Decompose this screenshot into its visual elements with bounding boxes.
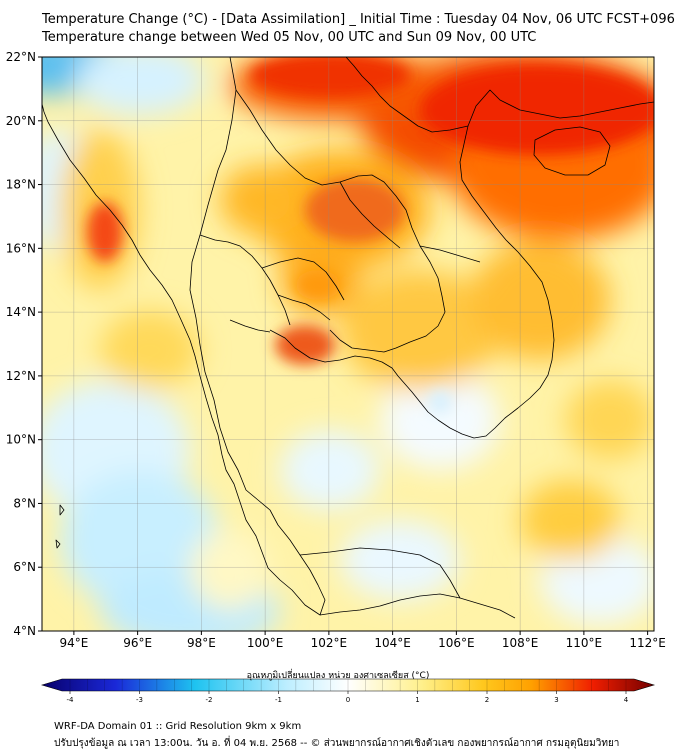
- map-title-line-1: Temperature Change (°C) - [Data Assimila…: [42, 12, 675, 27]
- lon-tick-label: 110°E: [566, 636, 603, 650]
- lat-tick-label: 16°N: [6, 241, 36, 255]
- lat-tick-label: 6°N: [13, 560, 36, 574]
- colorbar-tick-label: 2: [485, 696, 489, 704]
- lon-tick-label: 98°E: [187, 636, 216, 650]
- colorbar-tick-label: -4: [67, 696, 75, 704]
- footer-line-1: WRF-DA Domain 01 :: Grid Resolution 9km …: [54, 721, 302, 732]
- lat-tick-label: 20°N: [6, 114, 36, 128]
- lat-tick-label: 8°N: [13, 496, 36, 510]
- colorbar-label: อุณหภูมิเปลี่ยนแปลง หน่วย องศาเซลเซียส (…: [246, 671, 430, 681]
- colorbar-tick-label: -1: [275, 696, 282, 704]
- temperature-field: [42, 57, 654, 631]
- map-frame: [41, 56, 655, 632]
- lon-tick-label: 106°E: [438, 636, 475, 650]
- lon-tick-label: 112°E: [629, 636, 666, 650]
- lat-tick-label: 22°N: [6, 50, 36, 64]
- coastlines-borders: [42, 57, 654, 619]
- colorbar-tick-label: 0: [346, 696, 350, 704]
- colorbar-ticks: -4 -3 -2 -1 0 1 2 3 4: [67, 679, 629, 704]
- map-axes: 22°N 20°N 18°N 16°N 14°N 12°N 10°N 8°N 6°N 4°N 94°…: [6, 50, 666, 650]
- colorbar: -4 -3 -2 -1 0 1 2 3 4: [40, 678, 656, 704]
- lat-tick-label: 4°N: [13, 624, 36, 638]
- lon-tick-label: 108°E: [502, 636, 539, 650]
- colorbar-tick-label: 4: [624, 696, 629, 704]
- colorbar-tick-label: -3: [136, 696, 143, 704]
- map-title-line-2: Temperature change between Wed 05 Nov, 0…: [42, 30, 537, 45]
- lon-tick-label: 100°E: [247, 636, 284, 650]
- lon-tick-label: 104°E: [374, 636, 411, 650]
- lon-tick-label: 96°E: [123, 636, 152, 650]
- lon-tick-label: 94°E: [59, 636, 88, 650]
- lat-tick-label: 10°N: [6, 433, 36, 447]
- lat-tick-label: 12°N: [6, 369, 36, 383]
- lon-tick-label: 102°E: [311, 636, 348, 650]
- map-gridlines: [42, 56, 654, 632]
- colorbar-tick-label: 3: [554, 696, 558, 704]
- footer-line-2: ปรับปรุงข้อมูล ณ เวลา 13:00น. วัน อ. ที่…: [54, 738, 620, 749]
- colorbar-tick-label: -2: [206, 696, 213, 704]
- lat-tick-label: 14°N: [6, 305, 36, 319]
- colorbar-tick-label: 1: [415, 696, 419, 704]
- lat-tick-label: 18°N: [6, 178, 36, 192]
